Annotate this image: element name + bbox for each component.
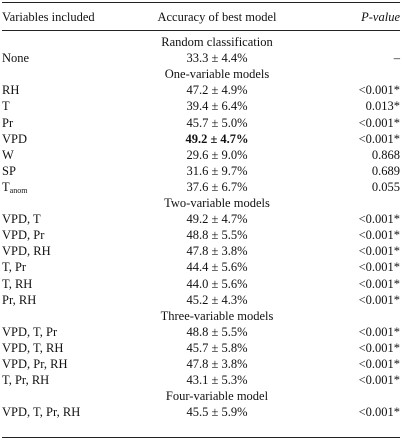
table-row: SP 31.6 ± 9.7% 0.689 — [0, 164, 402, 179]
pvalue-cell: <0.001* — [358, 357, 400, 371]
accuracy-cell: 33.3 ± 4.4% — [186, 51, 248, 66]
accuracy-cell: 45.2 ± 4.3% — [186, 292, 248, 307]
pvalue-cell: <0.001* — [358, 228, 400, 243]
table-row: VPD, T 49.2 ± 4.7% <0.001* — [0, 212, 402, 227]
variables-cell: Pr — [2, 115, 14, 130]
variables-cell: VPD, T, Pr, RH — [2, 405, 81, 420]
pvalue-cell: 0.689 — [371, 163, 400, 178]
table-row: VPD, T, Pr 48.8 ± 5.5% <0.001* — [0, 325, 402, 340]
pvalue-cell: – — [393, 51, 400, 66]
table-row: RH 47.2 ± 4.9% <0.001* — [0, 83, 402, 98]
accuracy-cell: 31.6 ± 9.7% — [186, 163, 248, 178]
accuracy-cell: 37.6 ± 6.7% — [186, 179, 248, 194]
variables-cell: SP — [2, 163, 16, 178]
accuracy-cell: 47.8 ± 3.8% — [186, 244, 248, 259]
variables-cell: None — [2, 51, 30, 66]
variables-subscript: anom — [9, 185, 28, 195]
accuracy-cell: 45.5 ± 5.9% — [186, 405, 248, 420]
table-row: Pr, RH 45.2 ± 4.3% <0.001* — [0, 293, 402, 308]
table-row: VPD, T, RH 45.7 ± 5.8% <0.001* — [0, 341, 402, 356]
variables-cell: VPD, RH — [2, 244, 51, 259]
accuracy-cell: 29.6 ± 9.0% — [186, 147, 248, 162]
table-row: VPD, RH 47.8 ± 3.8% <0.001* — [0, 244, 402, 259]
pvalue-cell: <0.001* — [358, 324, 400, 339]
header-rule — [2, 30, 400, 31]
pvalue-cell: 0.868 — [371, 147, 400, 162]
pvalue-cell: <0.001* — [358, 292, 400, 307]
accuracy-cell: 44.4 ± 5.6% — [186, 260, 248, 275]
table-row: T, RH 44.0 ± 5.6% <0.001* — [0, 277, 402, 292]
accuracy-cell: 44.0 ± 5.6% — [186, 276, 248, 291]
header-pvalue: P-value — [361, 10, 400, 24]
variables-cell: VPD, T — [2, 212, 41, 227]
accuracy-cell: 39.4 ± 6.4% — [186, 99, 248, 114]
group-title: Two-variable models — [164, 196, 270, 210]
pvalue-cell: <0.001* — [358, 276, 400, 291]
pvalue-cell: 0.013* — [365, 99, 400, 114]
pvalue-cell: <0.001* — [358, 115, 400, 130]
variables-cell: Tanom — [2, 179, 28, 195]
group-title: Random classification — [161, 35, 273, 49]
accuracy-cell: 49.2 ± 4.7% — [185, 131, 249, 146]
variables-cell: VPD, Pr, RH — [2, 357, 68, 371]
accuracy-cell: 43.1 ± 5.3% — [186, 373, 248, 388]
accuracy-cell: 49.2 ± 4.7% — [186, 212, 248, 227]
table-row: Tanom 37.6 ± 6.7% 0.055 — [0, 180, 402, 195]
variables-cell: T, Pr, RH — [2, 373, 50, 388]
table-bottom-rule — [2, 437, 400, 439]
table-row: VPD, Pr 48.8 ± 5.5% <0.001* — [0, 228, 402, 243]
pvalue-cell: <0.001* — [358, 340, 400, 355]
header-variables: Variables included — [2, 10, 95, 24]
table-row: W 29.6 ± 9.0% 0.868 — [0, 148, 402, 163]
accuracy-cell: 47.8 ± 3.8% — [186, 357, 248, 371]
header-accuracy: Accuracy of best model — [157, 10, 277, 24]
pvalue-cell: <0.001* — [358, 244, 400, 259]
group-title: Three-variable models — [160, 308, 274, 323]
pvalue-cell: <0.001* — [358, 405, 400, 420]
pvalue-cell: <0.001* — [358, 212, 400, 227]
table-row: Pr 45.7 ± 5.0% <0.001* — [0, 116, 402, 131]
accuracy-cell: 45.7 ± 5.0% — [186, 115, 248, 130]
variables-cell: VPD, Pr — [2, 228, 45, 243]
group-title: Four-variable model — [165, 389, 269, 404]
pvalue-cell: <0.001* — [358, 83, 400, 98]
pvalue-cell: 0.055 — [371, 179, 400, 194]
pvalue-cell: <0.001* — [358, 131, 400, 146]
accuracy-cell: 45.7 ± 5.8% — [186, 340, 248, 355]
accuracy-cell: 48.8 ± 5.5% — [186, 228, 248, 243]
table-row: VPD, T, Pr, RH 45.5 ± 5.9% <0.001* — [0, 405, 402, 420]
pvalue-cell: <0.001* — [358, 373, 400, 388]
accuracy-cell: 47.2 ± 4.9% — [186, 83, 248, 98]
table-row: T 39.4 ± 6.4% 0.013* — [0, 99, 402, 114]
table-row: VPD, Pr, RH 47.8 ± 3.8% <0.001* — [0, 357, 402, 372]
variables-cell: Pr, RH — [2, 292, 37, 307]
table-row: None 33.3 ± 4.4% – — [0, 51, 402, 66]
table-row: T, Pr, RH 43.1 ± 5.3% <0.001* — [0, 373, 402, 388]
variables-cell: VPD, T, RH — [2, 340, 64, 355]
group-title: One-variable models — [164, 67, 270, 82]
variables-cell: RH — [2, 83, 20, 98]
pvalue-cell: <0.001* — [358, 260, 400, 275]
table-row: VPD 49.2 ± 4.7% <0.001* — [0, 132, 402, 147]
table-top-rule — [2, 2, 400, 4]
variables-cell: T — [2, 99, 10, 114]
accuracy-cell: 48.8 ± 5.5% — [186, 324, 248, 339]
variables-cell: T, Pr — [2, 260, 27, 275]
variables-cell: T, RH — [2, 276, 33, 291]
variables-cell: W — [2, 147, 14, 162]
variables-cell: VPD, T, Pr — [2, 324, 58, 339]
variables-cell: VPD — [2, 131, 28, 146]
table-row: T, Pr 44.4 ± 5.6% <0.001* — [0, 260, 402, 275]
